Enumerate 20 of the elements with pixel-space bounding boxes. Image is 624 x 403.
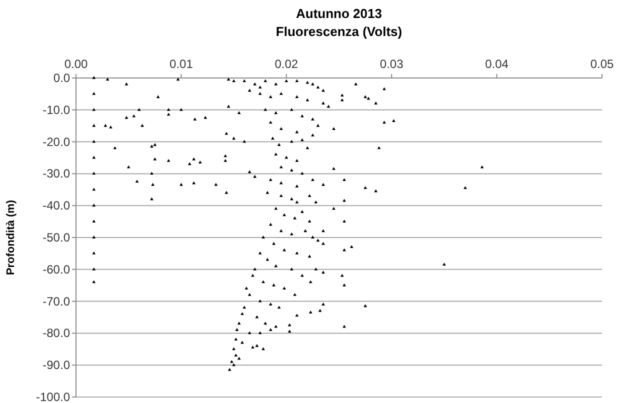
y-tick-label: -60.0 [42,262,70,276]
y-tick-label: -90.0 [42,358,70,372]
x-tick-label: 0.02 [274,57,298,71]
x-tick-label: 0.04 [485,57,509,71]
y-tick-label: -30.0 [42,166,70,181]
x-tick-label: 0.05 [590,57,614,71]
y-tick-label: -40.0 [42,198,70,213]
x-tick-label: 0.00 [64,57,88,71]
x-tick-label: 0.01 [170,57,194,71]
x-tick-label: 0.03 [380,57,404,71]
y-tick-label: -80.0 [42,326,70,340]
y-tick-label: -10.0 [42,102,70,117]
chart-title: Autunno 2013 [296,6,382,21]
y-tick-label: -70.0 [42,294,70,308]
y-axis-title: Profondità (m) [5,200,17,276]
y-tick-label: -20.0 [42,134,70,149]
y-tick-label: -50.0 [42,230,70,244]
y-tick-label: -100.0 [36,390,70,403]
y-tick-label: 0.0 [53,71,70,85]
x-axis-title: Fluorescenza (Volts) [276,24,402,39]
